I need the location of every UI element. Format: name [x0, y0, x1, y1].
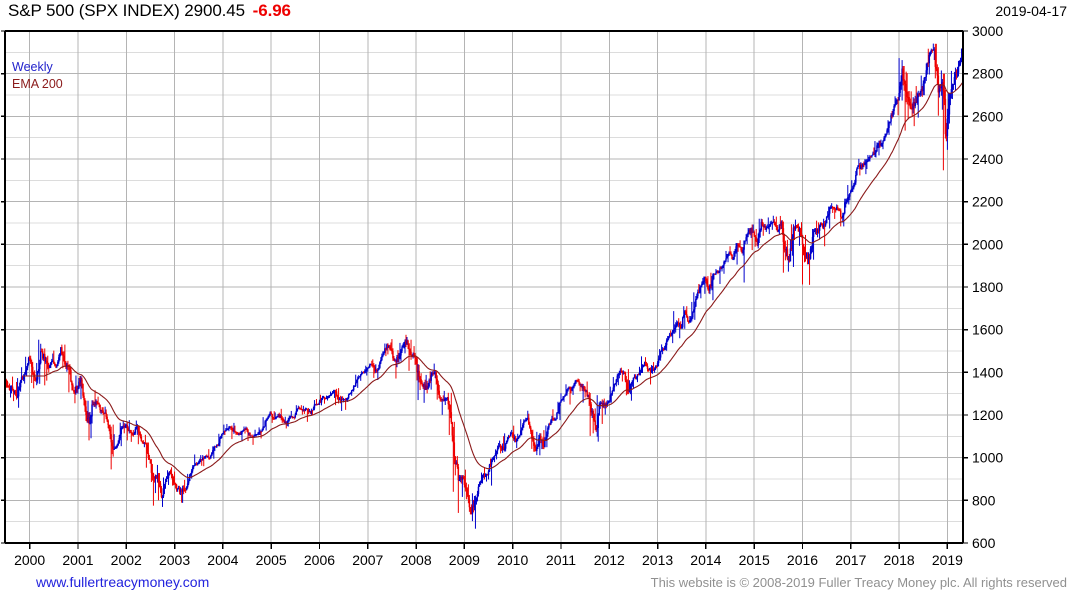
svg-text:2000: 2000 [972, 236, 1003, 252]
svg-text:2015: 2015 [739, 552, 770, 568]
svg-text:2013: 2013 [642, 552, 673, 568]
svg-text:2007: 2007 [352, 552, 383, 568]
svg-text:2004: 2004 [207, 552, 238, 568]
grid-minor-horizontal [5, 51, 963, 523]
svg-text:2003: 2003 [159, 552, 190, 568]
chart-header: S&P 500 (SPX INDEX) 2900.45 -6.96 2019-0… [0, 0, 1075, 26]
svg-text:3000: 3000 [972, 26, 1003, 39]
svg-text:1400: 1400 [972, 364, 1003, 380]
svg-text:2200: 2200 [972, 194, 1003, 210]
copyright-notice: This website is © 2008-2019 Fuller Treac… [650, 575, 1067, 590]
svg-text:2000: 2000 [14, 552, 45, 568]
svg-text:1800: 1800 [972, 279, 1003, 295]
svg-text:2012: 2012 [594, 552, 625, 568]
grid-vertical [29, 31, 948, 543]
chart-footer: www.fullertreacymoney.com This website i… [0, 571, 1075, 600]
svg-text:1600: 1600 [972, 322, 1003, 338]
y-axis: 600 800 1000 1200 1400 1600 1800 2000 2200 2400 26… [1, 26, 1003, 551]
svg-text:2006: 2006 [304, 552, 335, 568]
candlestick-series [4, 43, 964, 529]
svg-text:2018: 2018 [884, 552, 915, 568]
svg-text:600: 600 [972, 535, 996, 551]
svg-text:2008: 2008 [400, 552, 431, 568]
ema-200-line [23, 82, 963, 479]
svg-text:2011: 2011 [546, 552, 576, 568]
svg-text:2002: 2002 [111, 552, 142, 568]
svg-text:1200: 1200 [972, 407, 1003, 423]
site-url-link[interactable]: www.fullertreacymoney.com [36, 574, 210, 590]
svg-text:2600: 2600 [972, 108, 1003, 124]
grid-major-horizontal [5, 30, 963, 544]
svg-text:2001: 2001 [62, 552, 93, 568]
svg-text:2010: 2010 [497, 552, 528, 568]
x-axis: 2000 2001 2002 2003 2004 2005 2006 2007 2008 2009… [14, 543, 963, 568]
svg-text:2014: 2014 [690, 552, 721, 568]
instrument-name: S&P 500 (SPX INDEX) [8, 1, 180, 20]
svg-text:2017: 2017 [835, 552, 866, 568]
price-change: -6.96 [252, 1, 291, 20]
svg-text:2400: 2400 [972, 151, 1003, 167]
svg-text:2019: 2019 [932, 552, 963, 568]
price-chart[interactable]: 600 800 1000 1200 1400 1600 1800 2000 2200 2400 26… [0, 26, 1075, 571]
svg-text:2005: 2005 [256, 552, 287, 568]
page-title: S&P 500 (SPX INDEX) 2900.45 -6.96 [8, 1, 291, 21]
svg-text:1000: 1000 [972, 450, 1003, 466]
chart-canvas[interactable]: 600 800 1000 1200 1400 1600 1800 2000 2200 2400 26… [0, 26, 1075, 571]
svg-text:800: 800 [972, 492, 996, 508]
as-of-date: 2019-04-17 [995, 3, 1067, 19]
svg-text:2009: 2009 [449, 552, 480, 568]
last-price: 2900.45 [184, 1, 246, 20]
svg-text:2016: 2016 [787, 552, 818, 568]
svg-text:2800: 2800 [972, 66, 1003, 82]
